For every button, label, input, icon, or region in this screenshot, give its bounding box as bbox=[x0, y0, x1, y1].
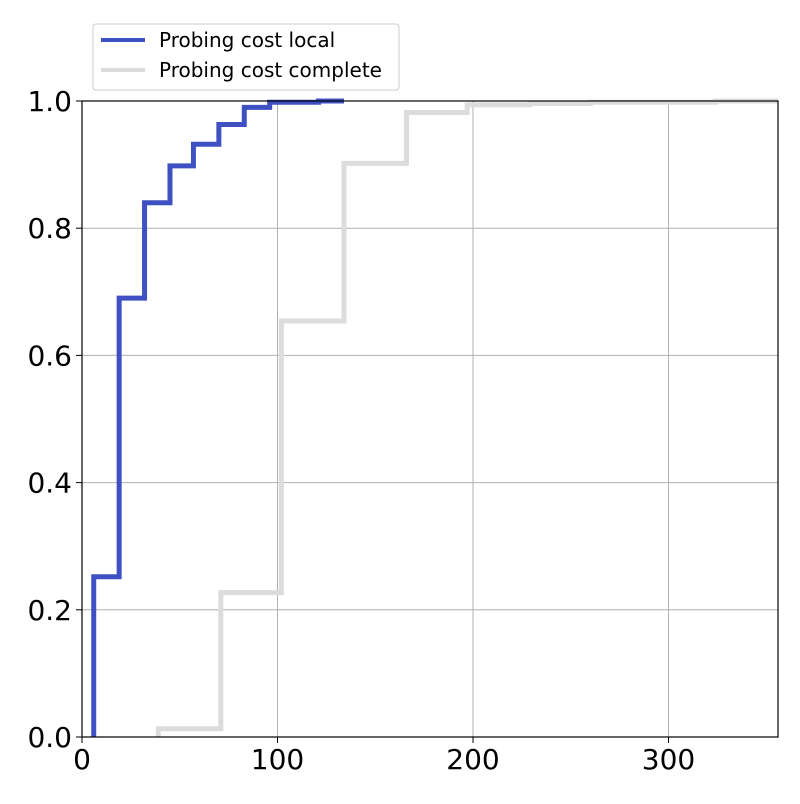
tick-layer: 0 100 200 300 0.0 0.2 0.4 0.6 0.8 1.0 bbox=[27, 85, 695, 776]
series-line-complete bbox=[155, 98, 778, 737]
legend: Probing cost local Probing cost complete bbox=[92, 23, 400, 91]
series-line-local bbox=[91, 98, 344, 737]
legend-box bbox=[92, 23, 400, 91]
series-layer bbox=[91, 98, 778, 737]
legend-label-local: Probing cost local bbox=[159, 28, 335, 52]
x-tick-label: 0 bbox=[73, 743, 91, 776]
x-tick-label: 200 bbox=[446, 743, 499, 776]
x-tick-label: 300 bbox=[642, 743, 695, 776]
y-tick-label: 0.4 bbox=[27, 467, 72, 500]
y-tick-label: 0.0 bbox=[27, 721, 72, 754]
y-tick-label: 0.6 bbox=[27, 339, 72, 372]
x-tick-label: 100 bbox=[251, 743, 304, 776]
grid-layer bbox=[81, 100, 778, 738]
y-tick-label: 0.2 bbox=[27, 594, 72, 627]
y-tick-label: 1.0 bbox=[27, 85, 72, 118]
plot-frame bbox=[81, 100, 779, 738]
legend-label-complete: Probing cost complete bbox=[159, 58, 382, 82]
y-tick-label: 0.8 bbox=[27, 212, 72, 245]
